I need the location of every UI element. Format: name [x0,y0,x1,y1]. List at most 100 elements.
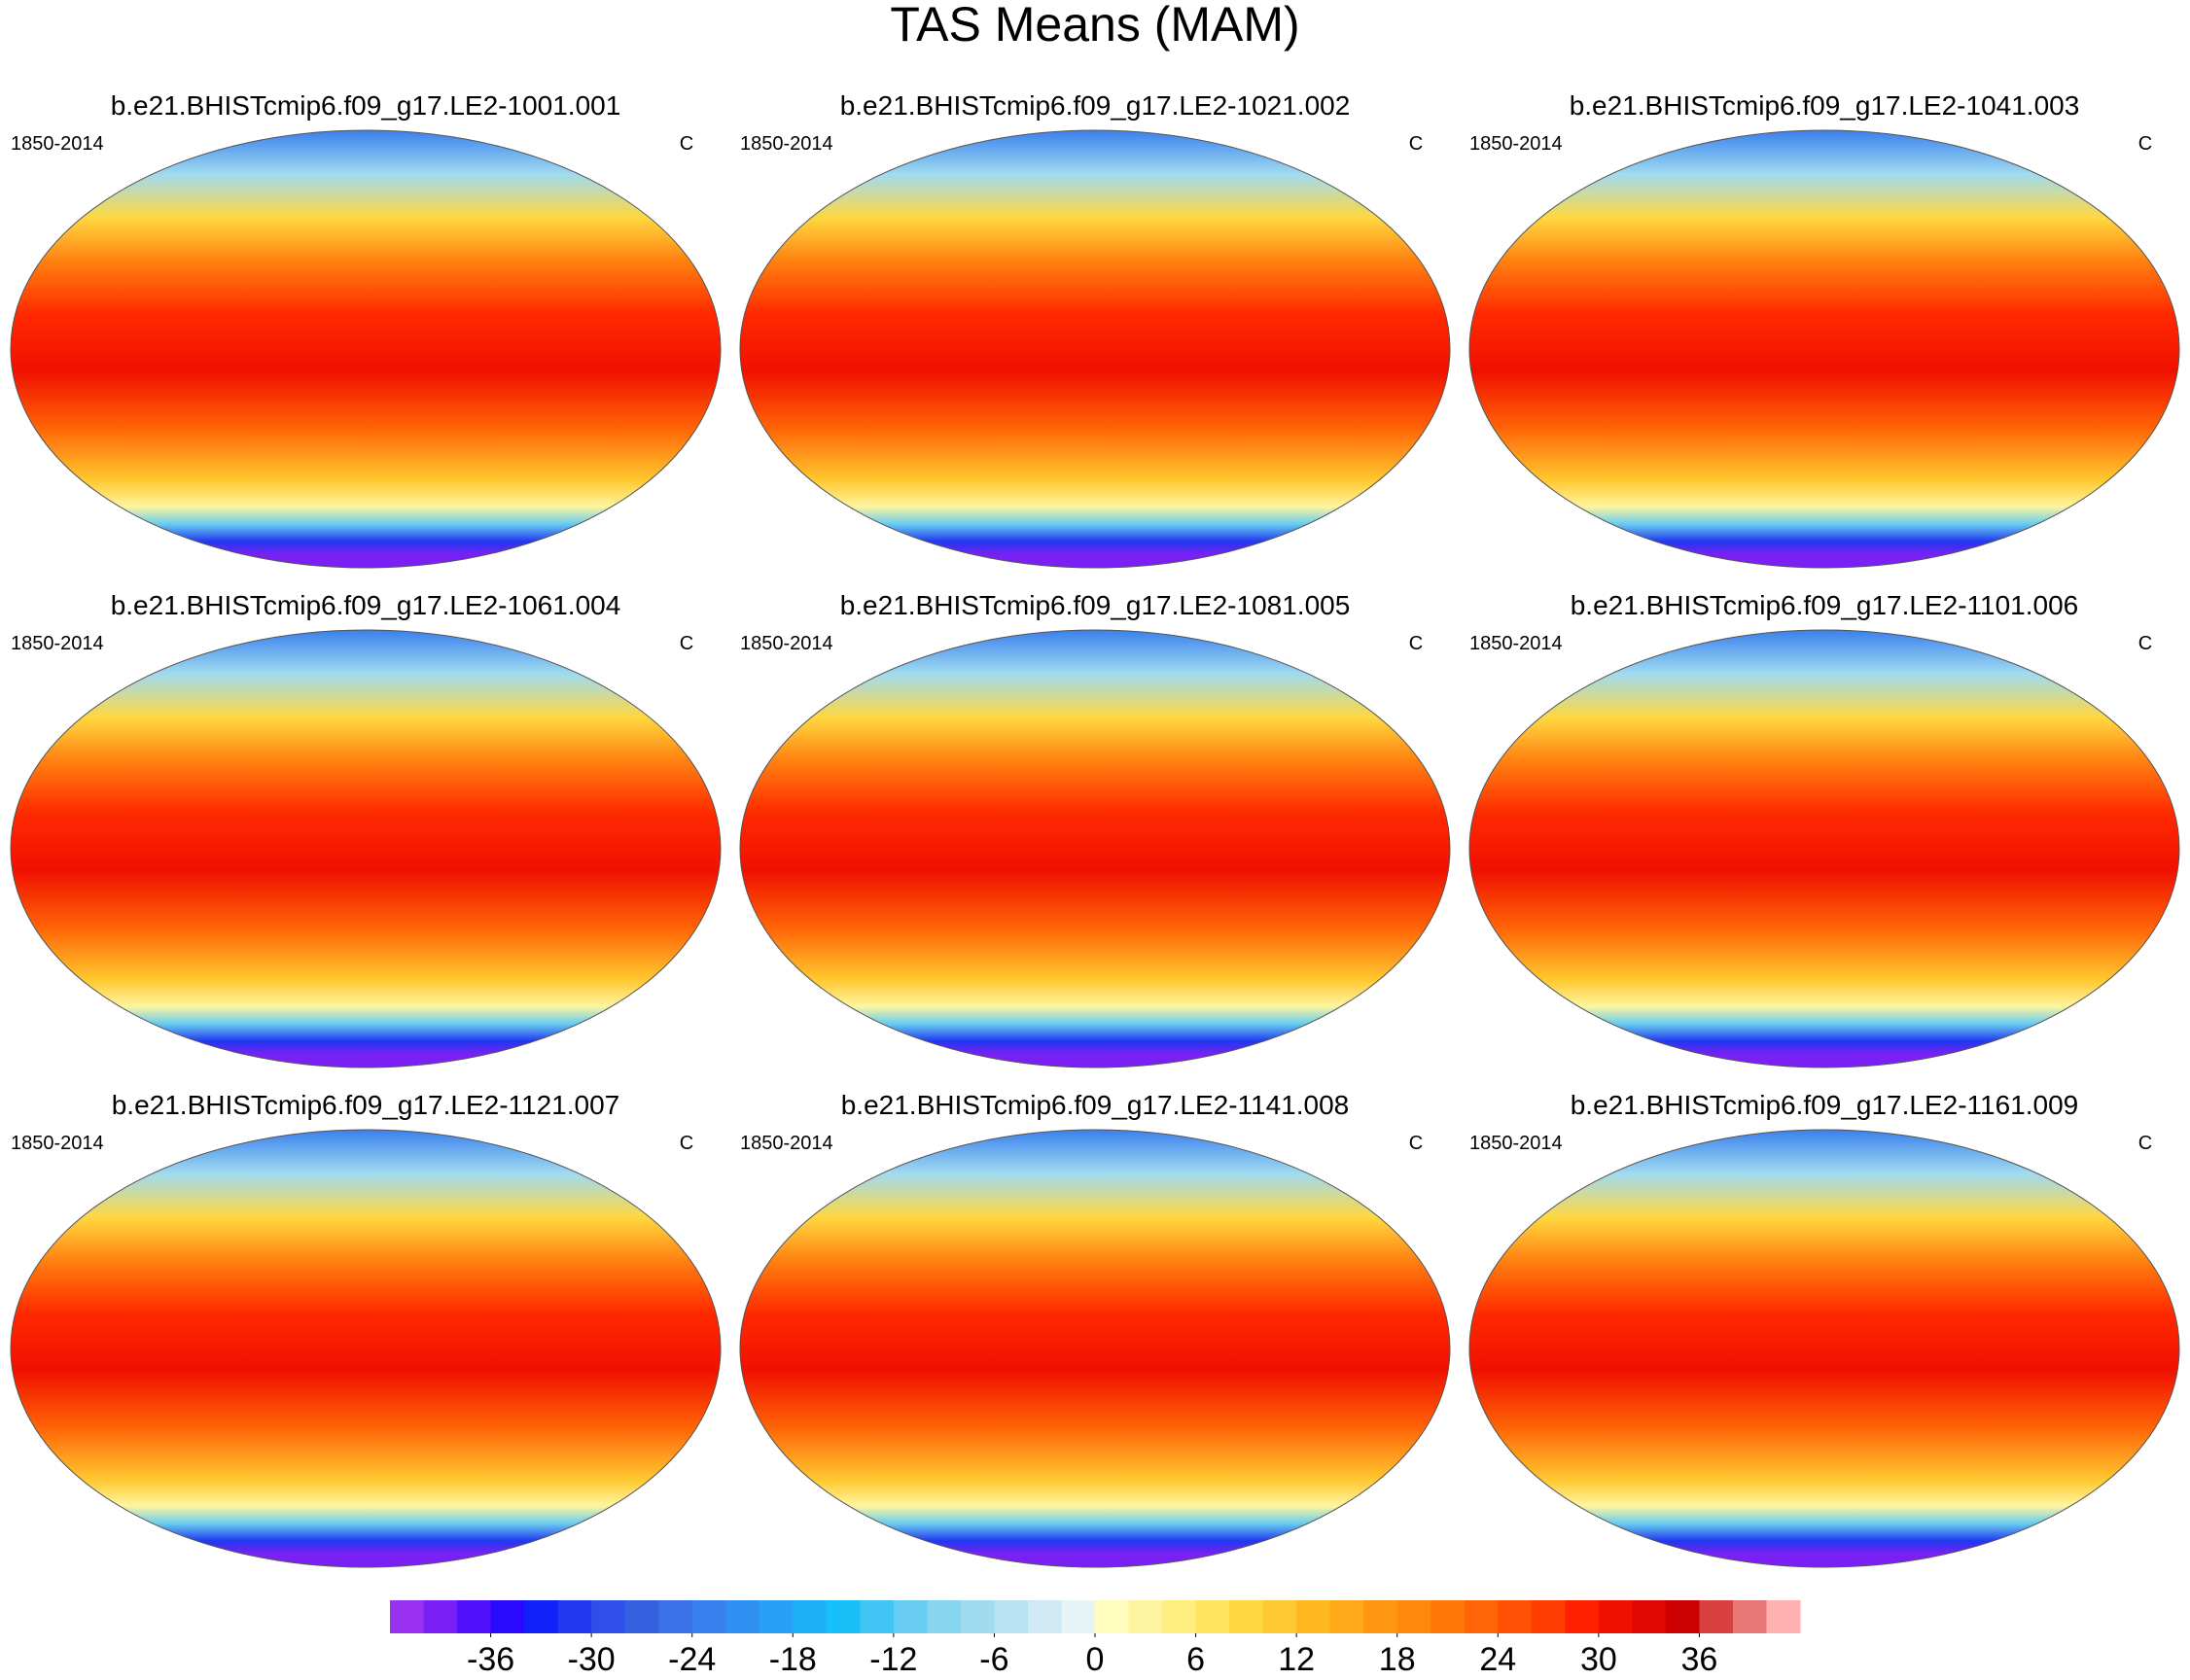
colorbar-box [1498,1600,1533,1633]
colorbar-tick-label: -6 [979,1641,1008,1678]
colorbar-box [423,1600,458,1633]
map-field [10,129,722,569]
colorbar-box [1431,1600,1466,1633]
panel-units: C [1409,133,1423,155]
map-field [1468,129,2180,569]
panel-units: C [680,633,693,654]
panel-units: C [1409,1133,1423,1154]
colorbar-tick-label: 0 [1086,1641,1105,1678]
panel-period: 1850-2014 [740,1133,833,1154]
colorbar-tick-label: 6 [1186,1641,1205,1678]
panel-period: 1850-2014 [740,633,833,654]
panel-title: b.e21.BHISTcmip6.f09_g17.LE2-1001.001 [111,90,621,121]
map-panel: b.e21.BHISTcmip6.f09_g17.LE2-1141.008 185… [739,1090,1451,1568]
map-field [10,1129,722,1568]
panel-period: 1850-2014 [1469,1133,1563,1154]
panel-units: C [2138,1133,2152,1154]
panel-title: b.e21.BHISTcmip6.f09_g17.LE2-1081.005 [840,590,1351,620]
panel-title: b.e21.BHISTcmip6.f09_g17.LE2-1141.008 [841,1090,1350,1120]
colorbar-box [1665,1600,1700,1633]
colorbar-tick-label: -18 [769,1641,817,1678]
colorbar-box [624,1600,659,1633]
map-panel: b.e21.BHISTcmip6.f09_g17.LE2-1081.005 185… [739,590,1451,1068]
colorbar-box [994,1600,1029,1633]
panel-title: b.e21.BHISTcmip6.f09_g17.LE2-1041.003 [1570,90,2080,121]
colorbar-box [1632,1600,1667,1633]
colorbar-box [860,1600,895,1633]
colorbar-tick-label: -12 [869,1641,917,1678]
colorbar-box [1699,1600,1734,1633]
panel-units: C [680,133,693,155]
colorbar-box [1363,1600,1398,1633]
colorbar-tick-label: 30 [1580,1641,1617,1678]
map-panel: b.e21.BHISTcmip6.f09_g17.LE2-1061.004 185… [10,590,722,1068]
colorbar-box [893,1600,928,1633]
colorbar-box [1095,1600,1130,1633]
panel-units: C [2138,633,2152,654]
colorbar-box [1296,1600,1331,1633]
colorbar-tick-label: 12 [1278,1641,1315,1678]
colorbar-tick-label: 18 [1379,1641,1416,1678]
colorbar-box [1027,1600,1062,1633]
colorbar-box [960,1600,995,1633]
colorbar-box [557,1600,592,1633]
colorbar-tick-label: -30 [568,1641,616,1678]
colorbar-box [1162,1600,1197,1633]
map-field [739,1129,1451,1568]
colorbar-box [591,1600,626,1633]
colorbar-box [658,1600,693,1633]
map-field [1468,1129,2180,1568]
colorbar-box [1329,1600,1364,1633]
panel-units: C [2138,133,2152,155]
colorbar-box [1262,1600,1297,1633]
map-panel: b.e21.BHISTcmip6.f09_g17.LE2-1001.001 185… [10,90,722,569]
panel-period: 1850-2014 [11,1133,104,1154]
panel-title: b.e21.BHISTcmip6.f09_g17.LE2-1161.009 [1571,1090,2079,1120]
colorbar-box [927,1600,962,1633]
colorbar-box [1766,1600,1801,1633]
colorbar-box [1396,1600,1431,1633]
colorbar-box [1195,1600,1230,1633]
map-panel: b.e21.BHISTcmip6.f09_g17.LE2-1041.003 185… [1468,90,2180,569]
colorbar-box [826,1600,861,1633]
map-panel: b.e21.BHISTcmip6.f09_g17.LE2-1021.002 185… [739,90,1451,569]
colorbar-box [1128,1600,1163,1633]
map-panel: b.e21.BHISTcmip6.f09_g17.LE2-1101.006 185… [1468,590,2180,1068]
panel-period: 1850-2014 [11,133,104,155]
colorbar-box [1061,1600,1096,1633]
colorbar-box [1464,1600,1499,1633]
map-field [1468,629,2180,1068]
colorbar-tick-label: -36 [467,1641,514,1678]
panel-period: 1850-2014 [1469,633,1563,654]
colorbar-box [1732,1600,1767,1633]
panel-period: 1850-2014 [1469,133,1563,155]
colorbar-box [691,1600,726,1633]
colorbar-box [725,1600,760,1633]
panel-units: C [1409,633,1423,654]
panel-title: b.e21.BHISTcmip6.f09_g17.LE2-1101.006 [1571,590,2079,620]
colorbar-tick-label: 24 [1479,1641,1516,1678]
panel-title: b.e21.BHISTcmip6.f09_g17.LE2-1121.007 [112,1090,620,1120]
map-field [739,129,1451,569]
panel-title: b.e21.BHISTcmip6.f09_g17.LE2-1061.004 [111,590,621,620]
colorbar-box [1229,1600,1264,1633]
colorbar-tick-label: 36 [1681,1641,1718,1678]
colorbar-box [1598,1600,1633,1633]
colorbar-tick-label: -24 [668,1641,716,1678]
panel-title: b.e21.BHISTcmip6.f09_g17.LE2-1021.002 [840,90,1351,121]
colorbar-box [490,1600,525,1633]
map-field [10,629,722,1068]
colorbar-box [793,1600,828,1633]
panel-period: 1850-2014 [740,133,833,155]
colorbar-box [759,1600,794,1633]
map-field [739,629,1451,1068]
colorbar-box [390,1600,425,1633]
colorbar-box [457,1600,492,1633]
panel-units: C [680,1133,693,1154]
colorbar-box [1565,1600,1600,1633]
colorbar-box [1531,1600,1566,1633]
map-panel: b.e21.BHISTcmip6.f09_g17.LE2-1161.009 185… [1468,1090,2180,1568]
map-panel: b.e21.BHISTcmip6.f09_g17.LE2-1121.007 185… [10,1090,722,1568]
panel-period: 1850-2014 [11,633,104,654]
